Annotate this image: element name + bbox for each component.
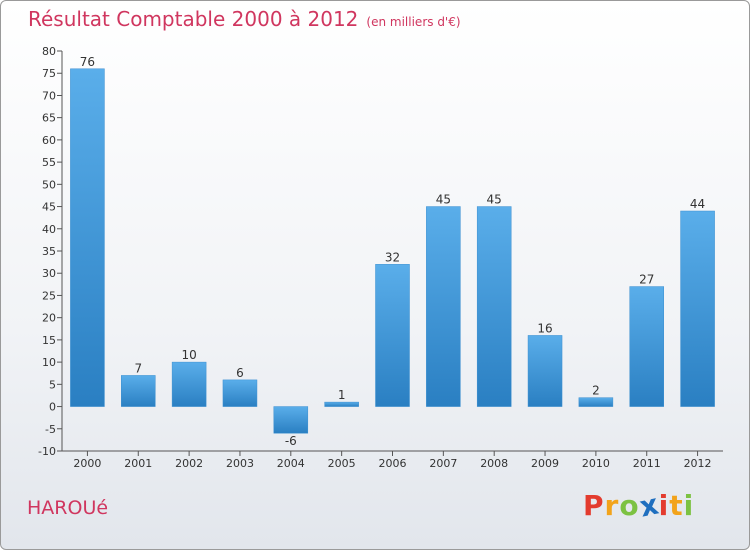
data-label-2012: 44 <box>690 197 705 211</box>
bar-2008 <box>476 206 512 407</box>
y-tick-label: 30 <box>42 267 56 280</box>
x-tick-label-2003: 2003 <box>226 457 254 470</box>
y-tick-label: -5 <box>45 423 56 436</box>
y-tick-label: 35 <box>42 245 56 258</box>
x-tick-label-2004: 2004 <box>277 457 305 470</box>
data-label-2010: 2 <box>592 384 600 398</box>
y-tick-label: 70 <box>42 89 56 102</box>
chart-title: Résultat Comptable 2000 à 2012 (en millie… <box>28 7 461 31</box>
logo-letter: r <box>604 489 620 522</box>
y-tick-label: 65 <box>42 112 56 125</box>
data-label-2007: 45 <box>436 193 451 207</box>
bar-2005 <box>324 401 359 407</box>
data-label-2002: 10 <box>181 348 196 362</box>
data-label-2005: 1 <box>338 388 346 402</box>
logo-letter: i <box>683 489 695 522</box>
y-tick-label: -10 <box>38 445 56 458</box>
data-label-2003: 6 <box>236 366 244 380</box>
bar-2001 <box>121 375 156 407</box>
x-tick-label-2009: 2009 <box>531 457 559 470</box>
x-tick-label-2001: 2001 <box>124 457 152 470</box>
logo-letter: t <box>669 489 684 522</box>
x-tick-label-2002: 2002 <box>175 457 203 470</box>
x-tick-label-2005: 2005 <box>328 457 356 470</box>
chart-subtitle: (en milliers d'€) <box>366 15 461 29</box>
x-tick-label-2006: 2006 <box>379 457 407 470</box>
y-tick-label: 15 <box>42 334 56 347</box>
commune-name: HAROUé <box>27 497 109 519</box>
y-tick-label: 80 <box>42 45 56 58</box>
x-tick-label-2000: 2000 <box>73 457 101 470</box>
bar-2009 <box>527 335 563 407</box>
chart-axes: -10 -5 0 5 10 15 20 25 30 35 40 45 50 55 60 65 70 75 80 200… <box>38 45 723 470</box>
bar-2006 <box>375 264 410 407</box>
bar-2002 <box>171 361 207 407</box>
bar-2000 <box>70 68 105 407</box>
y-tick-label: 20 <box>42 312 56 325</box>
x-tick-label-2010: 2010 <box>582 457 610 470</box>
y-tick-label: 25 <box>42 289 56 302</box>
y-tick-label: 55 <box>42 156 56 169</box>
y-tick-label: 10 <box>42 356 56 369</box>
x-tick-label-2008: 2008 <box>480 457 508 470</box>
data-label-2004: -6 <box>285 434 297 448</box>
x-tick-label-2011: 2011 <box>633 457 661 470</box>
bar-2007 <box>426 206 461 407</box>
bar-2010 <box>578 397 614 407</box>
data-label-2001: 7 <box>134 361 142 375</box>
proxiti-logo: Proxiti <box>583 487 695 523</box>
data-label-2011: 27 <box>639 273 654 287</box>
data-label-2009: 16 <box>537 321 552 335</box>
bar-2012 <box>680 210 715 407</box>
y-tick-label: 75 <box>42 67 56 80</box>
bar-2011 <box>629 286 664 407</box>
bar-2004 <box>273 406 309 434</box>
chart-title-text: Résultat Comptable 2000 à 2012 <box>28 7 359 31</box>
y-tick-label: 40 <box>42 223 56 236</box>
y-tick-label: 50 <box>42 178 56 191</box>
y-tick-label: 60 <box>42 134 56 147</box>
x-tick-label-2012: 2012 <box>684 457 712 470</box>
logo-letter: i <box>658 489 670 522</box>
y-tick-label: 45 <box>42 201 56 214</box>
data-label-2006: 32 <box>385 250 400 264</box>
x-tick-label-2007: 2007 <box>429 457 457 470</box>
chart-bars <box>70 68 715 434</box>
chart-data-labels: 76 7 10 6 -6 1 32 45 45 16 2 27 44 <box>80 55 705 448</box>
y-tick-label: 5 <box>49 378 56 391</box>
logo-letter: o <box>619 489 640 522</box>
y-tick-label: 0 <box>49 401 56 414</box>
data-label-2000: 76 <box>80 55 95 69</box>
logo-letter: P <box>583 489 605 522</box>
data-label-2008: 45 <box>487 193 502 207</box>
bar-2003 <box>222 379 258 407</box>
